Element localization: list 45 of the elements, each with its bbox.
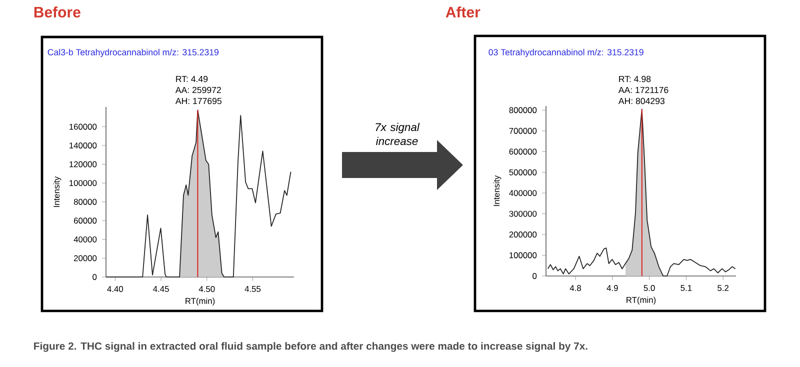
x-axis-title: RT(min) <box>186 298 215 306</box>
chart-title: After <box>446 6 480 18</box>
y-tick-label: 20000 <box>74 255 97 262</box>
y-tick-label: 400000 <box>509 190 537 196</box>
y-tick-label: 300000 <box>509 210 537 217</box>
y-tick-label: 120000 <box>70 161 97 168</box>
y-tick-label: 200000 <box>509 232 537 238</box>
x-tick-label: 4.40 <box>107 286 124 292</box>
x-tick-label: 4.9 <box>606 285 618 292</box>
chart-title: Before <box>34 6 80 18</box>
text: RT: 4.98 <box>619 76 651 82</box>
y-axis-title: Intensity <box>53 176 62 207</box>
x-axis-title: RT(min) <box>626 296 656 305</box>
text: AH: 177695 <box>175 98 222 104</box>
x-tick-label: 5.2 <box>718 285 729 292</box>
text: AH: 804293 <box>618 98 664 104</box>
x-tick-label: 5.1 <box>680 285 692 291</box>
line-series <box>547 108 736 276</box>
x-tick-label: 4.8 <box>570 285 581 292</box>
text: 7x signal increase <box>376 122 420 146</box>
y-tick-label: 100000 <box>70 180 97 186</box>
y-tick-label: 100000 <box>510 252 537 258</box>
y-tick-label: 0 <box>92 274 97 280</box>
y-tick-label: 800000 <box>509 107 537 114</box>
y-tick-label: 500000 <box>509 169 537 176</box>
y-tick-label: 60000 <box>74 218 97 224</box>
y-tick-label: 140000 <box>70 142 97 148</box>
y-tick-label: 600000 <box>509 148 537 155</box>
y-tick-label: 700000 <box>509 128 537 134</box>
y-tick-label: 80000 <box>74 198 97 205</box>
chart-subtitle: Cal3-b Tetrahydrocannabinol m/z: 315.2319 <box>48 48 219 58</box>
x-tick-label: 4.50 <box>198 286 215 292</box>
line-series <box>106 110 292 278</box>
caption: Figure 2. THC signal in extracted oral fluid sample before and after changes were made to increase signal by 7x. <box>34 342 588 352</box>
y-tick-label: 160000 <box>70 124 97 130</box>
x-tick-label: 4.55 <box>244 286 261 292</box>
text: RT: 4.49 <box>176 76 208 82</box>
x-tick-label: 5.0 <box>644 285 655 292</box>
text: AA: 259972 <box>175 86 221 94</box>
y-tick-label: 40000 <box>74 236 97 242</box>
text: AA: 1721176 <box>618 86 668 94</box>
y-axis-title: Intensity <box>493 175 502 206</box>
y-tick-label: 0 <box>532 273 537 279</box>
chart-subtitle: 03 Tetrahydrocannabinol m/z: 315.2319 <box>488 48 644 58</box>
x-tick-label: 4.45 <box>153 286 169 292</box>
